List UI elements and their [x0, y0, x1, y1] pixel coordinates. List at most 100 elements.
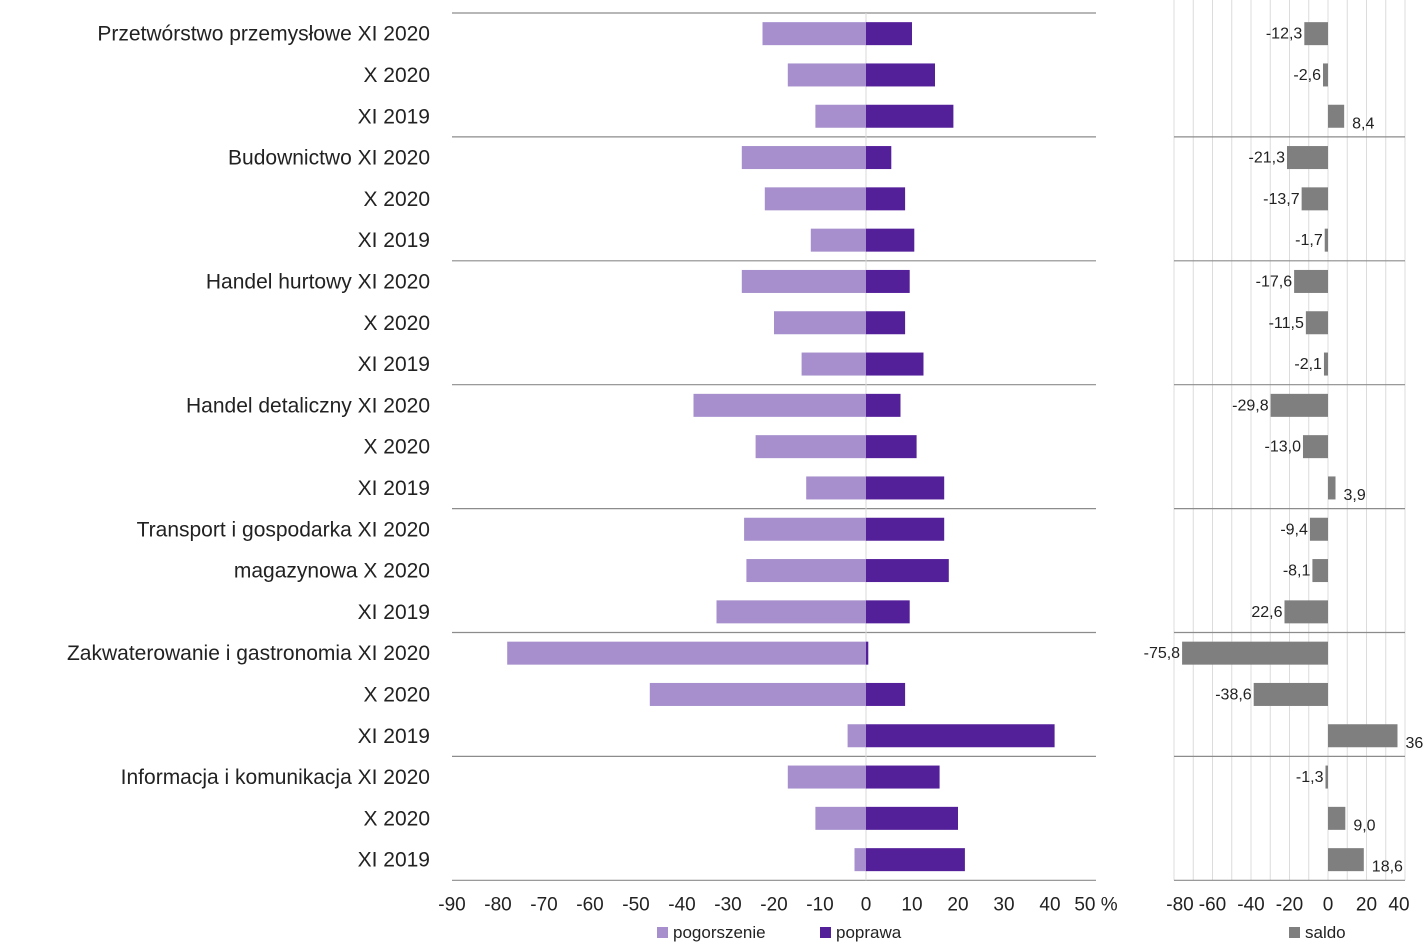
- bar-pogorszenie: [764, 187, 866, 211]
- bar-poprawa: [866, 146, 892, 170]
- x-tick-label: -80: [1166, 894, 1193, 915]
- bar-saldo: [1309, 517, 1328, 541]
- saldo-data-label: 9,0: [1353, 817, 1375, 834]
- saldo-data-label: -1,3: [1296, 769, 1324, 786]
- bar-poprawa: [866, 228, 915, 252]
- category-label: Zakwaterowanie i gastronomia XI 2020: [67, 642, 430, 665]
- x-tick-label: -60: [1199, 894, 1226, 915]
- x-tick-label: -90: [438, 894, 465, 915]
- category-label: X 2020: [363, 807, 430, 830]
- category-label: XI 2019: [358, 849, 430, 872]
- legend-label-poprawa: poprawa: [836, 923, 902, 942]
- x-tick-label: 10: [901, 894, 922, 915]
- x-tick-label: -80: [484, 894, 511, 915]
- right-saldo-panel: -12,3 -2,6 8,4 -21,3 -13,7 -1,7 -17,6 -11,5 -2,1…: [1144, 0, 1423, 915]
- saldo-data-label: -13,7: [1263, 191, 1300, 208]
- category-label: Handel detaliczny XI 2020: [186, 394, 430, 417]
- category-label: Informacja i komunikacja XI 2020: [121, 766, 430, 789]
- bar-saldo: [1325, 765, 1328, 789]
- bar-pogorszenie: [746, 559, 866, 583]
- saldo-data-label: -21,3: [1249, 150, 1286, 167]
- bar-poprawa: [866, 22, 912, 46]
- bar-saldo: [1324, 228, 1328, 252]
- x-tick-label: 50 %: [1074, 894, 1117, 915]
- bar-saldo: [1294, 269, 1328, 293]
- x-tick-label: 40: [1039, 894, 1060, 915]
- bar-poprawa: [866, 435, 917, 459]
- category-label: XI 2019: [358, 725, 430, 748]
- bar-poprawa: [866, 765, 940, 789]
- bar-poprawa: [866, 311, 906, 335]
- x-tick-label: -10: [806, 894, 833, 915]
- bar-pogorszenie: [801, 352, 866, 376]
- bar-pogorszenie: [787, 63, 866, 87]
- bar-pogorszenie: [649, 682, 866, 706]
- bar-poprawa: [866, 517, 945, 541]
- bar-poprawa: [866, 848, 965, 872]
- category-label: XI 2019: [358, 601, 430, 624]
- x-tick-label: -30: [714, 894, 741, 915]
- bar-pogorszenie: [815, 104, 866, 128]
- x-tick-label: -50: [622, 894, 649, 915]
- bar-poprawa: [866, 352, 924, 376]
- saldo-data-label: -8,1: [1283, 563, 1311, 580]
- bar-saldo: [1328, 806, 1346, 830]
- saldo-data-label: 22,6: [1251, 604, 1282, 621]
- x-tick-label: 0: [1323, 894, 1334, 915]
- category-label: Transport i gospodarka XI 2020: [137, 518, 430, 541]
- legend-swatch-poprawa: [820, 927, 831, 938]
- bar-poprawa: [866, 269, 910, 293]
- category-label: Przetwórstwo przemysłowe XI 2020: [97, 23, 430, 46]
- bar-pogorszenie: [847, 724, 866, 748]
- bar-saldo: [1301, 187, 1328, 211]
- x-tick-label: -60: [576, 894, 603, 915]
- saldo-data-label: -75,8: [1144, 645, 1181, 662]
- bar-saldo: [1305, 311, 1328, 335]
- bar-saldo: [1323, 352, 1328, 376]
- saldo-data-label: -11,5: [1269, 315, 1304, 332]
- bar-saldo: [1328, 848, 1364, 872]
- bar-saldo: [1270, 393, 1328, 417]
- category-label: X 2020: [363, 312, 430, 335]
- bar-poprawa: [866, 393, 901, 417]
- bar-poprawa: [866, 476, 945, 500]
- bar-pogorszenie: [810, 228, 866, 252]
- legend: pogorszenie poprawa saldo: [657, 923, 1346, 942]
- category-label: Handel hurtowy XI 2020: [206, 270, 430, 293]
- legend-label-saldo: saldo: [1305, 923, 1346, 942]
- bar-poprawa: [866, 63, 935, 87]
- category-label: X 2020: [363, 188, 430, 211]
- bar-pogorszenie: [762, 22, 866, 46]
- category-label: XI 2019: [358, 105, 430, 128]
- category-label: X 2020: [363, 64, 430, 87]
- legend-swatch-saldo: [1289, 927, 1300, 938]
- bar-poprawa: [866, 641, 869, 665]
- bar-pogorszenie: [741, 269, 866, 293]
- bar-saldo: [1328, 476, 1336, 500]
- saldo-data-label: -12,3: [1266, 26, 1303, 43]
- bar-saldo: [1312, 559, 1328, 583]
- bar-saldo: [1328, 724, 1398, 748]
- bar-saldo: [1284, 600, 1328, 624]
- x-tick-label: -20: [760, 894, 787, 915]
- saldo-data-label: -13,0: [1265, 439, 1302, 456]
- bar-poprawa: [866, 559, 949, 583]
- bar-pogorszenie: [507, 641, 866, 665]
- saldo-data-label: 8,4: [1352, 115, 1374, 132]
- saldo-data-label: -9,4: [1280, 521, 1308, 538]
- bar-saldo: [1322, 63, 1328, 87]
- saldo-data-label: 36,1: [1405, 735, 1423, 752]
- x-tick-label: -20: [1276, 894, 1303, 915]
- bar-pogorszenie: [787, 765, 866, 789]
- bar-pogorszenie: [741, 146, 866, 170]
- saldo-data-label: 18,6: [1372, 859, 1403, 876]
- legend-swatch-pogorszenie: [657, 927, 668, 938]
- category-label: Budownictwo XI 2020: [228, 147, 430, 170]
- category-label: magazynowa X 2020: [234, 560, 430, 583]
- bar-pogorszenie: [806, 476, 866, 500]
- saldo-data-label: 3,9: [1344, 487, 1366, 504]
- bar-poprawa: [866, 600, 910, 624]
- category-label: XI 2019: [358, 229, 430, 252]
- bar-poprawa: [866, 806, 958, 830]
